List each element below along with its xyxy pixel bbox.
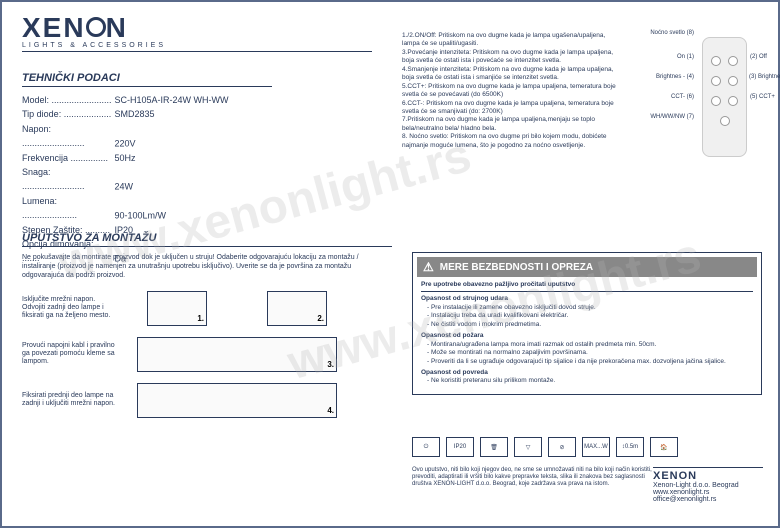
- logo-divider: [22, 51, 372, 52]
- safety-item: - Montirana/ugrađena lampa mora imati ra…: [421, 341, 753, 349]
- tech-title: TEHNIČKI PODACI: [22, 72, 272, 87]
- label-5: (5) CCT+: [750, 94, 780, 100]
- remote-instruction-line: 8. Noćno svetlo: Pritiskom na ovo dugme …: [402, 133, 622, 150]
- safety-box: MERE BEZBEDNOSTI I OPREZA Pre upotrebe o…: [412, 252, 762, 395]
- label-2: (2) Off: [750, 54, 780, 60]
- safety-item: - Može se montirati na normalno zapaljiv…: [421, 349, 753, 357]
- install-diagram-container: 3.: [117, 334, 357, 374]
- remote-instruction-line: 3.Povećanje intenziteta: Pritiskom na ov…: [402, 49, 622, 66]
- install-step-text: Fiksirati prednji deo lampe na zadnji i …: [22, 392, 117, 409]
- remote-instruction-line: 6.CCT-: Pritiskom na ovo dugme kada je l…: [402, 100, 622, 117]
- cert-icon: ⏻: [412, 437, 440, 457]
- remote-cctplus-btn: [728, 96, 738, 106]
- footer-logo: XENON: [653, 470, 763, 482]
- remote-text-block: 1./2.ON/Off: Pritiskom na ovo dugme kada…: [402, 32, 622, 150]
- remote-instructions: 1./2.ON/Off: Pritiskom na ovo dugme kada…: [402, 32, 762, 150]
- safety-title: MERE BEZBEDNOSTI I OPREZA: [440, 262, 593, 273]
- spec-row: Lumena: ...................... 90-100Lm/…: [22, 194, 272, 223]
- remote-cctminus-btn: [711, 96, 721, 106]
- spec-row: Napon: ......................... 220V: [22, 122, 272, 151]
- install-title: UPUTSTVO ZA MONTAŽU: [22, 232, 392, 247]
- safety-item: - Ne čistiti vodom i mokrim predmetima.: [421, 321, 753, 329]
- install-diagram: 4.: [137, 383, 337, 418]
- spec-row: Frekvencija ............... 50Hz: [22, 151, 272, 165]
- logo-pre: XEN: [22, 12, 86, 43]
- label-4: Brightnes - (4): [656, 74, 694, 80]
- safety-subtitle: Opasnost od požara: [421, 332, 753, 340]
- remote-on-btn: [711, 56, 721, 66]
- cert-icon: 🏠: [650, 437, 678, 457]
- cert-icon: MAX...W: [582, 437, 610, 457]
- install-step: Provući napojni kabl i pravilno ga povez…: [22, 334, 392, 374]
- remote-instruction-line: 4.Smanjenje intenziteta: Pritiskom na ov…: [402, 66, 622, 83]
- cert-icon: 🗑: [480, 437, 508, 457]
- footer-company: XENON Xenon-Light d.o.o. Beograd www.xen…: [653, 467, 763, 503]
- label-1: On (1): [677, 54, 694, 60]
- install-intro: Ne pokušavajte da montirate proizvod dok…: [22, 253, 392, 280]
- install-diagram: 3.: [137, 337, 337, 372]
- safety-item: - Ne koristiti preteranu silu prilikom m…: [421, 377, 753, 385]
- safety-subtitle: Opasnost od povreda: [421, 369, 753, 377]
- install-step: Fiksirati prednji deo lampe na zadnji i …: [22, 380, 392, 420]
- remote-control-diagram: [702, 37, 747, 157]
- remote-bminus-btn: [711, 76, 721, 86]
- safety-intro: Pre upotrebe obavezno pažljivo pročitati…: [421, 281, 753, 292]
- label-7: WH/WW/NW (7): [650, 114, 694, 120]
- remote-bplus-btn: [728, 76, 738, 86]
- safety-subtitle: Opasnost od strujnog udara: [421, 295, 753, 303]
- footer-email: office@xenonlight.rs: [653, 496, 763, 503]
- logo-o-icon: [86, 17, 106, 37]
- label-6: CCT- (6): [671, 94, 694, 100]
- install-diagram-container: 4.: [117, 380, 357, 420]
- remote-off-btn: [728, 56, 738, 66]
- brand-logo: XEN N LIGHTS & ACCESSORIES: [22, 12, 372, 52]
- remote-instruction-line: 1./2.ON/Off: Pritiskom na ovo dugme kada…: [402, 32, 622, 49]
- footer-disclaimer: Ovo uputstvo, niti bilo koji njegov deo,…: [412, 467, 652, 489]
- label-8: Noćno svetlo (8): [650, 30, 694, 36]
- safety-header: MERE BEZBEDNOSTI I OPREZA: [417, 257, 757, 277]
- cert-icon: ⊘: [548, 437, 576, 457]
- install-step-text: Isključite mrežni napon. Odvojiti zadnji…: [22, 296, 117, 321]
- footer-company-full: Xenon-Light d.o.o. Beograd: [653, 482, 763, 489]
- remote-instruction-line: 5.CCT+: Pritiskom na ovo dugme kada je l…: [402, 83, 622, 100]
- spec-row: Snaga: ......................... 24W: [22, 165, 272, 194]
- safety-item: - Pre instalacije ili zamene obavezno is…: [421, 304, 753, 312]
- logo-post: N: [106, 12, 128, 43]
- install-step-text: Provući napojni kabl i pravilno ga povez…: [22, 342, 117, 367]
- spec-row: Model: ........................ SC-H105A…: [22, 93, 272, 107]
- remote-instruction-line: 7.Pritiskom na ovo dugme kada je lampa u…: [402, 116, 622, 133]
- cert-icon: ▽: [514, 437, 542, 457]
- remote-ww-btn: [720, 116, 730, 126]
- logo-tagline: LIGHTS & ACCESSORIES: [22, 42, 372, 49]
- install-diagram: 1.: [147, 291, 207, 326]
- safety-content: Pre upotrebe obavezno pažljivo pročitati…: [417, 277, 757, 390]
- label-3: (3) Brightnes +: [749, 74, 780, 80]
- logo-text: XEN N: [22, 12, 372, 44]
- spec-row: Tip diode: ................... SMD2835: [22, 107, 272, 121]
- install-diagram-container: 1. 2.: [117, 288, 357, 328]
- certification-icons: ⏻ IP20 🗑 ▽ ⊘ MAX...W ↕0.5m 🏠: [412, 437, 678, 457]
- install-step: Isključite mrežni napon. Odvojiti zadnji…: [22, 288, 392, 328]
- safety-item: - Instalaciju treba da uradi kvalifikova…: [421, 312, 753, 320]
- installation-section: UPUTSTVO ZA MONTAŽU Ne pokušavajte da mo…: [22, 232, 392, 426]
- footer-website: www.xenonlight.rs: [653, 489, 763, 496]
- install-diagram: 2.: [267, 291, 327, 326]
- safety-item: - Proveriti da li se ugrađuje odgovaraju…: [421, 358, 753, 366]
- cert-icon: IP20: [446, 437, 474, 457]
- cert-icon: ↕0.5m: [616, 437, 644, 457]
